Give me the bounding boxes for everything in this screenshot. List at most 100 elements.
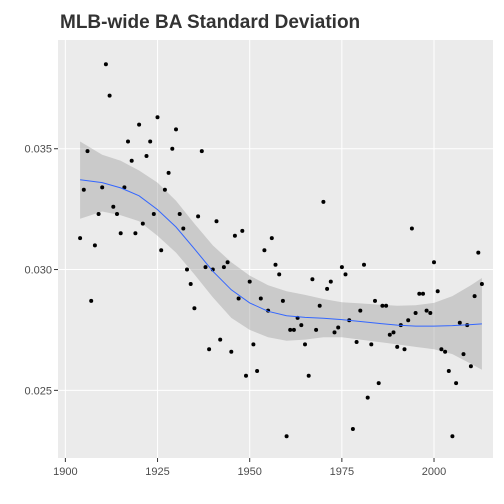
data-point (387, 332, 392, 337)
data-point (424, 308, 429, 313)
data-point (354, 340, 359, 344)
data-point (199, 149, 204, 154)
data-point (310, 277, 315, 282)
data-point (262, 248, 267, 253)
data-point (328, 279, 333, 284)
data-point (85, 149, 90, 154)
x-tick-label: 1925 (145, 466, 169, 478)
data-point (391, 330, 396, 335)
data-point (133, 231, 138, 236)
data-point (291, 327, 296, 332)
data-point (107, 93, 112, 98)
data-point (188, 282, 193, 286)
data-point (443, 349, 448, 354)
data-point (126, 139, 130, 144)
data-point (151, 212, 156, 216)
data-point (225, 260, 230, 265)
data-point (100, 185, 105, 190)
data-point (192, 306, 197, 311)
data-point (118, 231, 123, 236)
data-point (454, 381, 459, 386)
data-point (155, 115, 160, 120)
data-point (229, 349, 234, 354)
data-point (148, 139, 153, 144)
data-point (325, 286, 330, 291)
data-point (384, 303, 389, 308)
x-tick-label: 1900 (53, 466, 77, 478)
data-points (78, 62, 484, 439)
data-point (376, 381, 381, 386)
data-point (207, 347, 212, 352)
data-point (421, 291, 425, 296)
data-point (457, 320, 462, 325)
data-point (339, 265, 344, 270)
x-tick-label: 1975 (330, 466, 354, 478)
data-point (89, 298, 94, 303)
data-point (81, 187, 86, 192)
data-point (479, 282, 484, 286)
data-point (255, 369, 260, 373)
grid-lines (58, 40, 493, 458)
data-point (129, 158, 134, 163)
data-point (137, 122, 142, 127)
y-tick-label: 0.035 (24, 144, 52, 156)
data-point (111, 204, 116, 209)
chart-title: MLB-wide BA Standard Deviation (60, 12, 361, 33)
data-point (232, 233, 237, 238)
data-point (406, 318, 411, 323)
data-point (214, 219, 219, 224)
data-point (96, 212, 101, 216)
data-point (203, 265, 208, 270)
confidence-ribbon (80, 141, 482, 370)
data-point (247, 279, 252, 284)
data-point (306, 373, 311, 378)
data-point (336, 325, 341, 330)
data-point (251, 342, 256, 347)
data-point (240, 228, 245, 233)
data-point (317, 303, 322, 308)
data-point (115, 212, 119, 216)
data-point (236, 296, 241, 301)
data-point (362, 262, 366, 267)
data-point (321, 199, 326, 204)
data-point (258, 296, 263, 301)
x-tick-label: 2000 (422, 466, 446, 478)
data-point (78, 236, 83, 241)
data-point (409, 226, 414, 231)
data-point (177, 212, 182, 216)
data-point (350, 427, 355, 431)
data-point (166, 170, 171, 175)
x-tick-label: 1950 (237, 466, 261, 478)
data-point (468, 364, 473, 369)
plot-panel (58, 40, 493, 458)
data-point (439, 347, 444, 352)
data-point (299, 323, 304, 328)
data-point (92, 243, 97, 248)
data-point (273, 262, 278, 267)
data-point (122, 185, 127, 190)
data-point (395, 344, 400, 349)
axis-labels: 1900 1925 1950 1975 2000 0.025 0.030 0.035 (24, 144, 446, 478)
data-point (170, 146, 175, 151)
data-point (332, 330, 337, 335)
y-tick-label: 0.025 (24, 385, 52, 397)
data-point (162, 187, 167, 192)
data-point (358, 308, 363, 313)
data-point (140, 221, 145, 226)
data-point (432, 260, 436, 265)
data-point (472, 294, 477, 299)
data-point (269, 236, 274, 241)
data-point (380, 303, 385, 308)
data-point (417, 291, 422, 296)
data-point (343, 272, 348, 277)
data-point (244, 373, 248, 378)
smooth-fit-line (80, 179, 482, 327)
data-point (144, 154, 149, 158)
data-point (288, 327, 293, 332)
data-point (196, 214, 201, 219)
data-point (369, 342, 374, 347)
data-point (314, 327, 319, 332)
data-point (373, 298, 377, 303)
data-point (185, 267, 189, 272)
